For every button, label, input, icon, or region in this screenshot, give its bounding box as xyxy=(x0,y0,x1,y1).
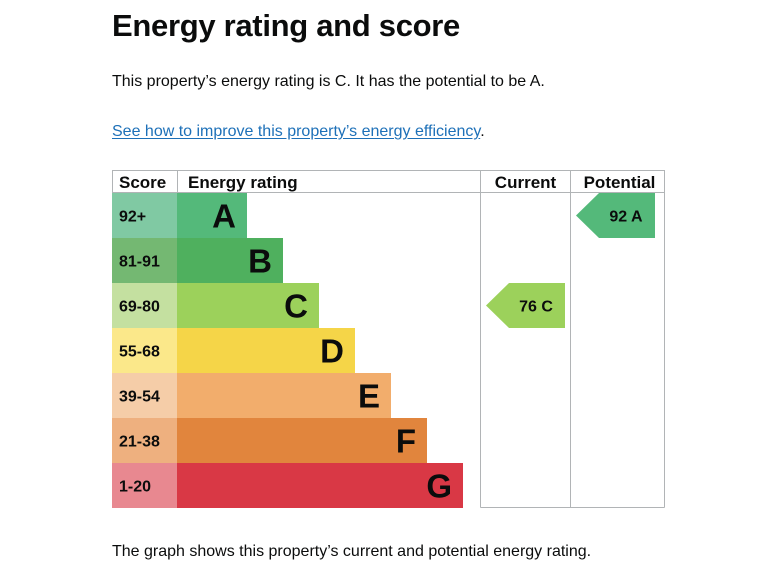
potential-rating-arrow xyxy=(576,193,655,238)
rating-letter-e: E xyxy=(358,378,380,415)
rating-letter-g: G xyxy=(426,468,452,505)
score-cell-g xyxy=(112,463,177,508)
score-cell-a xyxy=(112,193,177,238)
rating-letter-c: C xyxy=(284,288,308,325)
improve-paragraph: See how to improve this property’s energ… xyxy=(112,123,485,141)
current-rating-arrow xyxy=(486,283,565,328)
score-cell-c xyxy=(112,283,177,328)
rating-letter-a: A xyxy=(212,198,236,235)
header-current: Current xyxy=(495,173,557,192)
header-potential: Potential xyxy=(584,173,656,192)
score-cell-b xyxy=(112,238,177,283)
rating-bar-f xyxy=(177,418,427,463)
rating-letter-f: F xyxy=(396,423,416,460)
score-cell-d xyxy=(112,328,177,373)
score-range-c: 69-80 xyxy=(119,299,160,316)
potential-rating-label: 92 A xyxy=(609,209,643,226)
score-cell-e xyxy=(112,373,177,418)
current-rating-label: 76 C xyxy=(519,299,553,316)
score-range-a: 92+ xyxy=(119,209,146,226)
rating-bar-d xyxy=(177,328,355,373)
page-title: Energy rating and score xyxy=(112,8,460,43)
rating-letter-d: D xyxy=(320,333,344,370)
rating-bar-e xyxy=(177,373,391,418)
improve-efficiency-link[interactable]: See how to improve this property’s energ… xyxy=(112,123,481,140)
score-range-e: 39-54 xyxy=(119,389,160,406)
score-cell-f xyxy=(112,418,177,463)
rating-bar-b xyxy=(177,238,283,283)
rating-summary: This property’s energy rating is C. It h… xyxy=(112,73,545,90)
rating-letter-b: B xyxy=(248,243,272,280)
improve-link-suffix: . xyxy=(480,123,485,140)
score-range-g: 1-20 xyxy=(119,479,151,496)
rating-bar-c xyxy=(177,283,319,328)
header-score: Score xyxy=(119,173,166,192)
score-range-d: 55-68 xyxy=(119,344,160,361)
rating-bar-a xyxy=(177,193,247,238)
graph-caption: The graph shows this property’s current … xyxy=(112,543,592,560)
rating-bar-g xyxy=(177,463,463,508)
score-range-f: 21-38 xyxy=(119,434,160,451)
header-energy-rating: Energy rating xyxy=(188,173,298,192)
score-range-b: 81-91 xyxy=(119,254,160,271)
